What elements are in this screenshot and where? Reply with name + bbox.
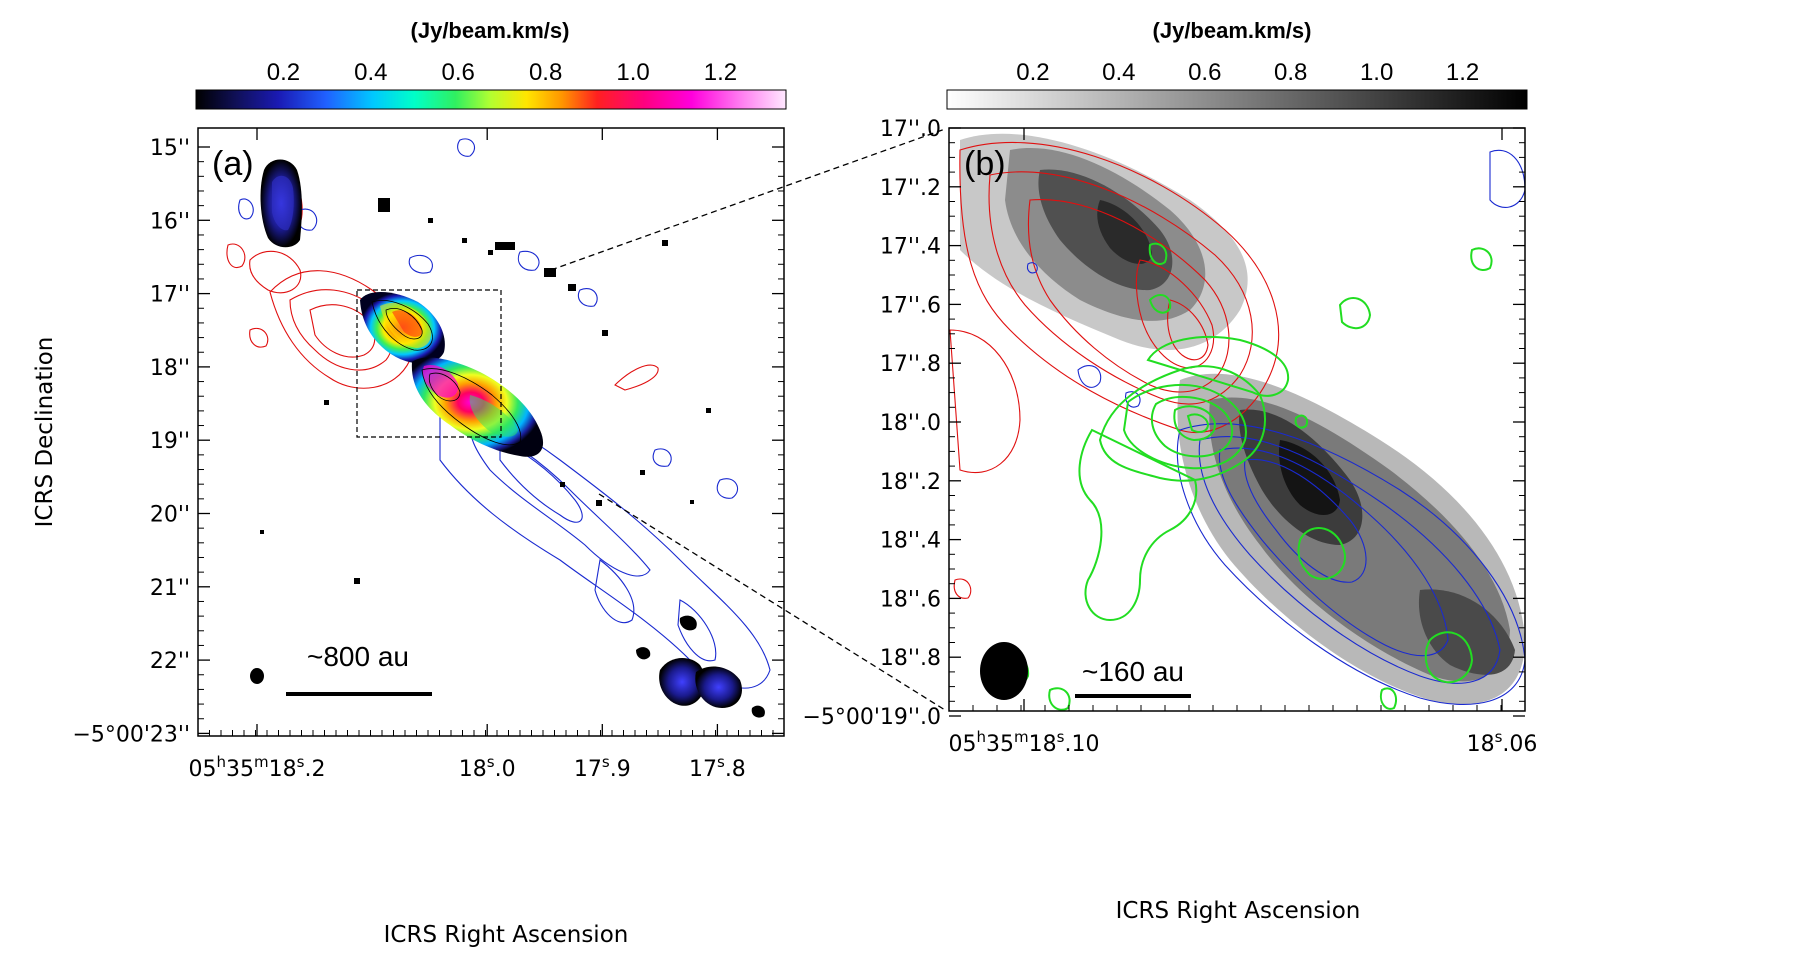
blue-contours-a bbox=[238, 138, 771, 689]
colorbar-tick-label: 1.2 bbox=[704, 59, 737, 86]
y-tick-label: −5°00'23'' bbox=[72, 722, 190, 747]
colorbar-a-title: (Jy/beam.km/s) bbox=[411, 18, 570, 43]
colorbar-tick-label: 0.4 bbox=[354, 59, 387, 86]
y-tick-label: 18''.4 bbox=[880, 529, 941, 554]
y-tick-label: 17''.6 bbox=[880, 293, 941, 318]
y-tick-label: 18''.6 bbox=[880, 587, 941, 612]
y-tick-label: 18'' bbox=[150, 356, 190, 381]
y-tick-label: −5°00'19''.0 bbox=[802, 705, 941, 730]
colorbar-tick-label: 0.6 bbox=[1188, 59, 1221, 86]
y-tick-label: 17'' bbox=[150, 283, 190, 308]
colorbar-tick-label: 0.2 bbox=[267, 59, 300, 86]
panel-b-tag: (b) bbox=[964, 145, 1006, 183]
y-tick-label: 18''.2 bbox=[880, 470, 941, 495]
y-tick-label: 18''.0 bbox=[880, 411, 941, 436]
x-axis-label-a: ICRS Right Ascension bbox=[384, 922, 629, 948]
red-contours-b bbox=[949, 141, 1280, 599]
colorbar-tick-label: 0.8 bbox=[1274, 59, 1307, 86]
beam-b bbox=[980, 642, 1028, 700]
zoom-connectors bbox=[550, 128, 946, 711]
x-tick-label: 05h35m18s.10 bbox=[949, 728, 1100, 757]
jet-blob-2 bbox=[411, 357, 544, 457]
zoom-box-a bbox=[356, 289, 502, 438]
y-tick-label: 22'' bbox=[150, 649, 190, 674]
colorbar-tick-label: 0.4 bbox=[1102, 59, 1135, 86]
scale-bar-b bbox=[1075, 694, 1191, 698]
colorbar-a-ticks: 0.2 0.4 0.6 0.8 1.0 1.2 bbox=[267, 59, 737, 86]
colorbar-tick-label: 1.0 bbox=[616, 59, 649, 86]
black-contours-a bbox=[371, 300, 522, 446]
panel-a-tag: (a) bbox=[212, 145, 254, 183]
y-tick-label: 17''.2 bbox=[880, 176, 941, 201]
y-tick-label: 18''.8 bbox=[880, 646, 941, 671]
colorbar-b bbox=[946, 89, 1528, 110]
y-tick-label: 20'' bbox=[150, 503, 190, 528]
y-tick-label: 21'' bbox=[150, 576, 190, 601]
axes-a: 15'' 16'' 17'' 18'' 19'' 20'' 21'' 22'' −5°00'23… bbox=[72, 128, 784, 782]
jet-blob-1 bbox=[360, 291, 445, 364]
x-tick-label: 18s.06 bbox=[1467, 728, 1538, 757]
green-contours-b bbox=[996, 242, 1493, 711]
x-tick-label: 17s.8 bbox=[689, 753, 746, 782]
panel-a: (Jy/beam.km/s) 0.2 0.4 0.6 0.8 1.0 1.2 bbox=[32, 18, 787, 948]
y-tick-label: 16'' bbox=[150, 209, 190, 234]
colorbar-b-ticks: 0.2 0.4 0.6 0.8 1.0 1.2 bbox=[1016, 59, 1479, 86]
panel-b: (Jy/beam.km/s) 0.2 0.4 0.6 0.8 1.0 1.2 bbox=[802, 18, 1538, 924]
colorbar-tick-label: 0.2 bbox=[1016, 59, 1049, 86]
y-tick-label: 15'' bbox=[150, 136, 190, 161]
panel-b-image: ~160 au bbox=[949, 133, 1525, 711]
x-tick-label: 05h35m18s.2 bbox=[189, 753, 326, 782]
blue-contours-b bbox=[1026, 149, 1525, 706]
beam-a bbox=[250, 668, 264, 684]
axes-b: 17''.0 17''.2 17''.4 17''.6 17''.8 18''.0 18''… bbox=[802, 117, 1538, 757]
colorbar-tick-label: 1.0 bbox=[1360, 59, 1393, 86]
upper-knot-a bbox=[260, 159, 302, 248]
colorbar-tick-label: 0.8 bbox=[529, 59, 562, 86]
gray-jet-b bbox=[960, 133, 1525, 705]
y-tick-label: 17''.8 bbox=[880, 352, 941, 377]
x-tick-label: 18s.0 bbox=[459, 753, 516, 782]
scale-bar-a-label: ~800 au bbox=[307, 641, 409, 672]
colorbar-a bbox=[195, 89, 787, 110]
scale-bar-a bbox=[286, 692, 432, 696]
plot-frame-a bbox=[197, 127, 785, 737]
y-axis-label-a: ICRS Declination bbox=[32, 337, 58, 528]
noise-specks-a bbox=[260, 198, 711, 584]
southern-knots-a bbox=[636, 615, 765, 718]
y-tick-label: 17''.4 bbox=[880, 235, 941, 260]
scale-bar-b-label: ~160 au bbox=[1082, 656, 1184, 687]
x-axis-label-b: ICRS Right Ascension bbox=[1116, 898, 1361, 924]
colorbar-tick-label: 1.2 bbox=[1446, 59, 1479, 86]
panel-a-image: ~800 au bbox=[226, 138, 771, 718]
colorbar-b-title: (Jy/beam.km/s) bbox=[1153, 18, 1312, 43]
x-tick-label: 17s.9 bbox=[574, 753, 631, 782]
y-tick-label: 19'' bbox=[150, 429, 190, 454]
y-tick-label: 17''.0 bbox=[880, 117, 941, 142]
colorbar-tick-label: 0.6 bbox=[442, 59, 475, 86]
